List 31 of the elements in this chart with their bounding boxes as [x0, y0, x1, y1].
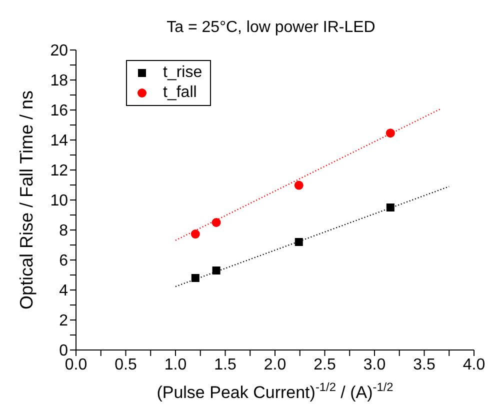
x-tick-label: 4.0: [462, 356, 486, 374]
point: [386, 204, 394, 212]
y-tick-label: 6: [59, 252, 68, 270]
x-tick-label: 3.5: [413, 356, 436, 374]
y-tick-label: 12: [50, 162, 68, 180]
chart-title: Ta = 25°C, low power IR-LED: [166, 19, 376, 36]
y-tick-label: 16: [50, 102, 68, 120]
x-tick-label: 2.0: [264, 356, 286, 374]
point: [294, 238, 303, 246]
point: [212, 218, 221, 227]
point: [212, 266, 220, 274]
x-tick-label: 0.5: [114, 356, 137, 374]
y-tick-label: 10: [50, 192, 68, 210]
y-axis-title: Optical Rise / Fall Time / ns: [16, 90, 36, 310]
point: [190, 230, 200, 239]
x-tick-label: 3.0: [363, 356, 386, 374]
x-tick-label: 2.5: [314, 356, 336, 374]
y-tick-label: 8: [59, 222, 68, 240]
x-tick-label: 1.0: [164, 356, 187, 374]
y-tick-label: 18: [50, 72, 68, 90]
y-tick-label: 14: [50, 132, 68, 150]
point: [386, 128, 395, 138]
y-tick-label: 20: [50, 42, 68, 60]
point: [191, 274, 200, 282]
x-tick-label: 1.5: [214, 356, 236, 374]
legend-label: t_rise: [163, 63, 202, 83]
point: [294, 180, 304, 190]
y-tick-label: 4: [59, 282, 68, 300]
legend-label: t_fall: [163, 83, 197, 103]
x-axis-title: (Pulse Peak Current)$^{-1/2}$ / (A)$^{-1/2}$: [156, 380, 394, 402]
y-tick-label: 2: [59, 312, 68, 330]
